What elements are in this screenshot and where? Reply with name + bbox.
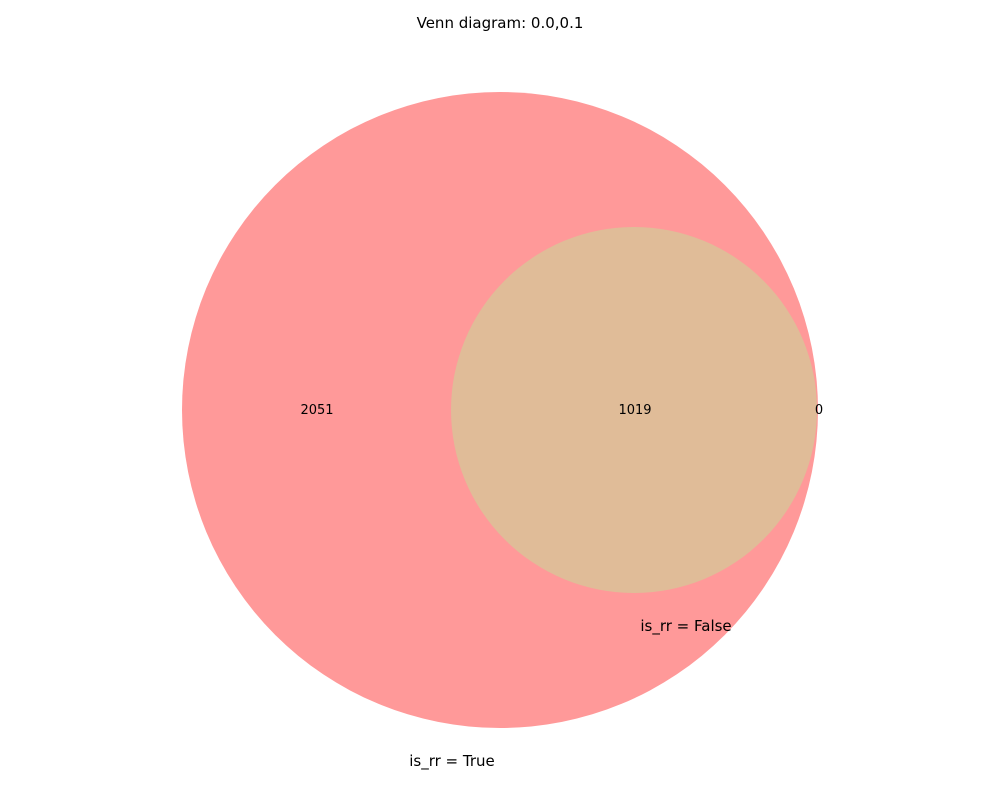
- region-count-only-false: 0: [815, 403, 823, 418]
- diagram-title: Venn diagram: 0.0,0.1: [417, 14, 584, 32]
- set-label-is-rr-true: is_rr = True: [409, 752, 495, 771]
- region-count-only-true: 2051: [300, 403, 333, 418]
- region-count-intersection: 1019: [618, 403, 651, 418]
- set-circle-is-rr-false: [451, 227, 817, 593]
- set-label-is-rr-false: is_rr = False: [640, 617, 731, 636]
